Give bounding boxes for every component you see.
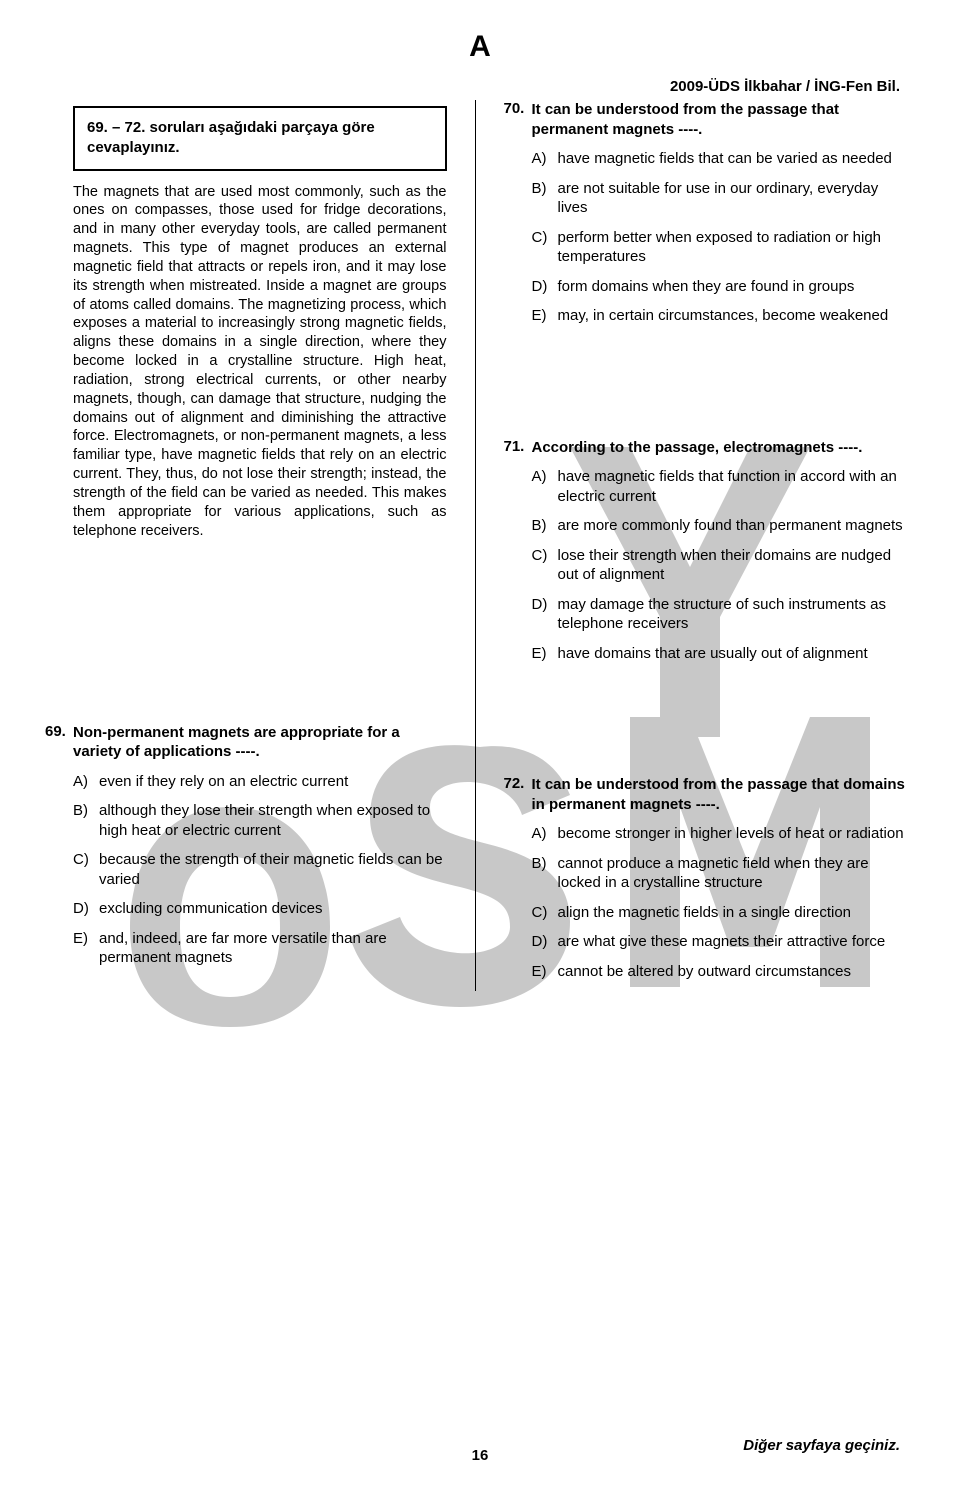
q72-option-a: A)become stronger in higher levels of he… <box>532 824 906 844</box>
q70-option-a: A)have magnetic fields that can be varie… <box>532 149 906 169</box>
q70-option-b: B)are not suitable for use in our ordina… <box>532 179 906 218</box>
left-column: 69. – 72. soruları aşağıdaki parçaya gör… <box>45 100 455 991</box>
q72-number: 72. <box>504 775 532 814</box>
q69-number: 69. <box>45 723 73 762</box>
q71-text: According to the passage, electromagnets… <box>532 438 863 458</box>
page-number: 16 <box>472 1447 489 1464</box>
q69-option-e: E)and, indeed, are far more versatile th… <box>73 929 447 968</box>
footer-next-page: Diğer sayfaya geçiniz. <box>743 1437 900 1454</box>
q71-option-a: A)have magnetic fields that function in … <box>532 467 906 506</box>
q71-option-c: C)lose their strength when their domains… <box>532 546 906 585</box>
q70-number: 70. <box>504 100 532 139</box>
q70-option-c: C)perform better when exposed to radiati… <box>532 228 906 267</box>
q70-text: It can be understood from the passage th… <box>532 100 906 139</box>
q71-option-b: B)are more commonly found than permanent… <box>532 516 906 536</box>
q71-option-d: D)may damage the structure of such instr… <box>532 595 906 634</box>
header-exam-title: 2009-ÜDS İlkbahar / İNG-Fen Bil. <box>670 78 900 95</box>
q69-option-b: B)although they lose their strength when… <box>73 801 447 840</box>
q70-option-e: E)may, in certain circumstances, become … <box>532 306 906 326</box>
passage-text: The magnets that are used most commonly,… <box>73 183 447 541</box>
q70-option-d: D)form domains when they are found in gr… <box>532 277 906 297</box>
q72-option-d: D)are what give these magnets their attr… <box>532 932 906 952</box>
q72-text: It can be understood from the passage th… <box>532 775 906 814</box>
q69-option-c: C)because the strength of their magnetic… <box>73 850 447 889</box>
q69-text: Non-permanent magnets are appropriate fo… <box>73 723 447 762</box>
q71-option-e: E)have domains that are usually out of a… <box>532 644 906 664</box>
question-71: 71. According to the passage, electromag… <box>504 438 906 664</box>
instruction-box: 69. – 72. soruları aşağıdaki parçaya gör… <box>73 106 447 171</box>
question-72: 72. It can be understood from the passag… <box>504 775 906 981</box>
q69-option-a: A)even if they rely on an electric curre… <box>73 772 447 792</box>
q72-option-e: E)cannot be altered by outward circumsta… <box>532 962 906 982</box>
q72-option-c: C)align the magnetic fields in a single … <box>532 903 906 923</box>
question-70: 70. It can be understood from the passag… <box>504 100 906 326</box>
q72-option-b: B)cannot produce a magnetic field when t… <box>532 854 906 893</box>
column-divider <box>475 100 476 991</box>
right-column: 70. It can be understood from the passag… <box>496 100 906 991</box>
q69-option-d: D)excluding communication devices <box>73 899 447 919</box>
content-columns: 69. – 72. soruları aşağıdaki parçaya gör… <box>45 100 905 991</box>
page-letter: A <box>469 30 491 64</box>
question-69: 69. Non-permanent magnets are appropriat… <box>45 723 447 968</box>
q71-number: 71. <box>504 438 532 458</box>
